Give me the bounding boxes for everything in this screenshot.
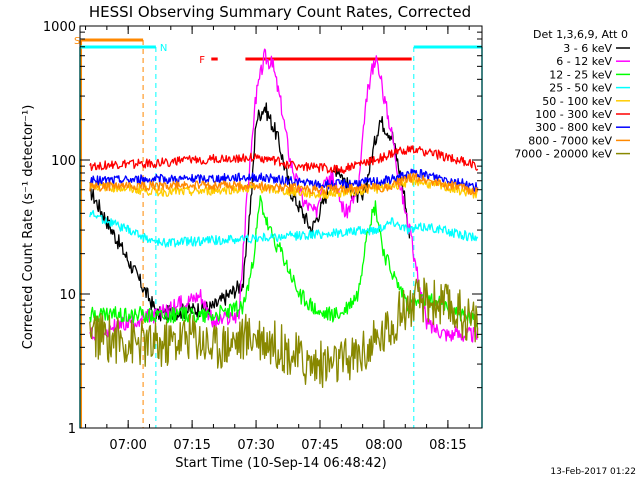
- x-tick-label-3: 07:45: [301, 438, 338, 453]
- footer-timestamp: 13-Feb-2017 01:22: [550, 467, 636, 477]
- x-tick-label-2: 07:30: [237, 438, 274, 453]
- x-axis-label: Start Time (10-Sep-14 06:48:42): [175, 456, 386, 471]
- legend-label-5: 100 - 300 keV: [535, 108, 612, 121]
- legend-label-3: 25 - 50 keV: [549, 82, 612, 95]
- plot-frame: [79, 25, 483, 429]
- y-tick-label-0: 1: [68, 422, 76, 437]
- x-axis: 07:00 07:15 07:30 07:45 08:00 08:15: [85, 26, 470, 453]
- legend-label-6: 300 - 800 keV: [535, 121, 612, 134]
- flag-labels: S N F: [74, 36, 205, 66]
- flag-label-f: F: [199, 55, 205, 66]
- flag-label-s: S: [74, 36, 80, 47]
- y-tick-label-3: 1000: [43, 20, 76, 35]
- series-line-1: [89, 48, 479, 343]
- x-tick-label-5: 08:15: [429, 438, 466, 453]
- y-tick-label-2: 100: [51, 154, 76, 169]
- series-line-6: [89, 168, 479, 192]
- x-tick-label-0: 07:00: [109, 438, 146, 453]
- flag-label-n: N: [160, 43, 167, 54]
- y-axis-label: Corrected Count Rate (s⁻¹ detector⁻¹): [21, 105, 36, 350]
- series-line-7: [89, 172, 479, 196]
- x-tick-label-4: 08:00: [365, 438, 402, 453]
- y-axis: 1 10 100 1000: [43, 20, 482, 437]
- legend-label-4: 50 - 100 keV: [542, 95, 612, 108]
- series-line-5: [89, 145, 479, 174]
- x-tick-label-1: 07:15: [173, 438, 210, 453]
- series-line-8: [89, 277, 479, 388]
- y-tick-label-1: 10: [59, 288, 76, 303]
- legend-label-0: 3 - 6 keV: [563, 42, 612, 55]
- legend-label-7: 800 - 7000 keV: [528, 134, 612, 147]
- legend-label-2: 12 - 25 keV: [549, 68, 612, 81]
- legend-title: Det 1,3,6,9, Att 0: [533, 28, 628, 41]
- plot-area: [79, 38, 483, 428]
- series-line-3: [89, 209, 479, 248]
- legend-label-8: 7000 - 20000 keV: [514, 148, 612, 161]
- chart-title: HESSI Observing Summary Count Rates, Cor…: [89, 3, 471, 21]
- legend-label-1: 6 - 12 keV: [556, 55, 612, 68]
